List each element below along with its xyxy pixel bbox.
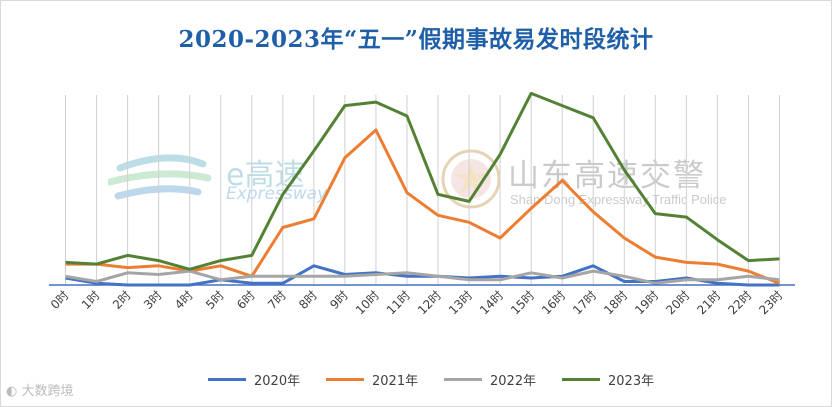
x-tick-label: 8时	[296, 288, 320, 312]
police-emblem-icon	[441, 149, 501, 209]
legend-swatch	[326, 378, 364, 381]
series-line	[65, 91, 780, 271]
watermark-right: 山东高速交警 Shan Dong Expressway Traffic Poli…	[440, 148, 770, 218]
x-tick-label: 0时	[48, 288, 72, 312]
x-tick-label: 6时	[234, 288, 258, 312]
x-tick-label: 10时	[353, 288, 382, 317]
legend-label: 2023年	[608, 374, 655, 389]
series-line	[65, 269, 780, 285]
watermark-right-subtitle: Shan Dong Expressway Traffic Police	[510, 192, 727, 207]
x-tick-label: 22时	[725, 288, 754, 317]
source-watermark: ◐ 大数跨境	[6, 380, 74, 399]
legend: 2020年 2021年 2022年 2023年	[0, 370, 832, 389]
x-tick-label: 19时	[632, 288, 661, 317]
gridlines	[65, 95, 780, 285]
legend-label: 2022年	[490, 374, 537, 389]
legend-swatch	[562, 378, 600, 381]
legend-swatch	[444, 378, 482, 381]
e-logo-icon	[106, 154, 212, 200]
watermark-left-title: e高速	[226, 158, 305, 193]
x-tick-label: 21时	[694, 288, 723, 317]
legend-label: 2021年	[372, 374, 419, 389]
x-tick-label: 4时	[172, 288, 196, 312]
watermark-right-title: 山东高速交警	[508, 158, 706, 194]
x-tick-label: 1时	[79, 288, 103, 312]
series-lines	[65, 91, 781, 287]
source-logo-icon: ◐	[6, 384, 22, 399]
x-tick-label: 16时	[539, 288, 568, 317]
x-tick-label: 15时	[508, 288, 537, 317]
legend-swatch	[208, 378, 246, 381]
x-tick-label: 18时	[601, 288, 630, 317]
x-tick-label: 13时	[446, 288, 475, 317]
x-tick-label: 14时	[477, 288, 506, 317]
x-tick-label: 23时	[756, 288, 785, 317]
x-tick-label: 17时	[570, 288, 599, 317]
x-tick-label: 3时	[141, 288, 165, 312]
x-tick-labels: 0时 1时 2时 3时 4时 5时 6时 7时 8时 9时 10时 11时 12时 13时 14时 15时 16…	[48, 288, 786, 317]
legend-label: 2020年	[254, 374, 301, 389]
x-tick-label: 5时	[203, 288, 227, 312]
x-tick-label: 12时	[415, 288, 444, 317]
source-text: 大数跨境	[21, 384, 74, 399]
x-tick-label: 11时	[384, 288, 413, 317]
x-tick-label: 20时	[663, 288, 692, 317]
x-tick-label: 7时	[265, 288, 289, 312]
x-tick-label: 9时	[327, 288, 351, 312]
chart-title: 2020-2023年“五一”假期事故易发时段统计	[178, 26, 654, 53]
x-tick-label: 2时	[110, 288, 134, 312]
